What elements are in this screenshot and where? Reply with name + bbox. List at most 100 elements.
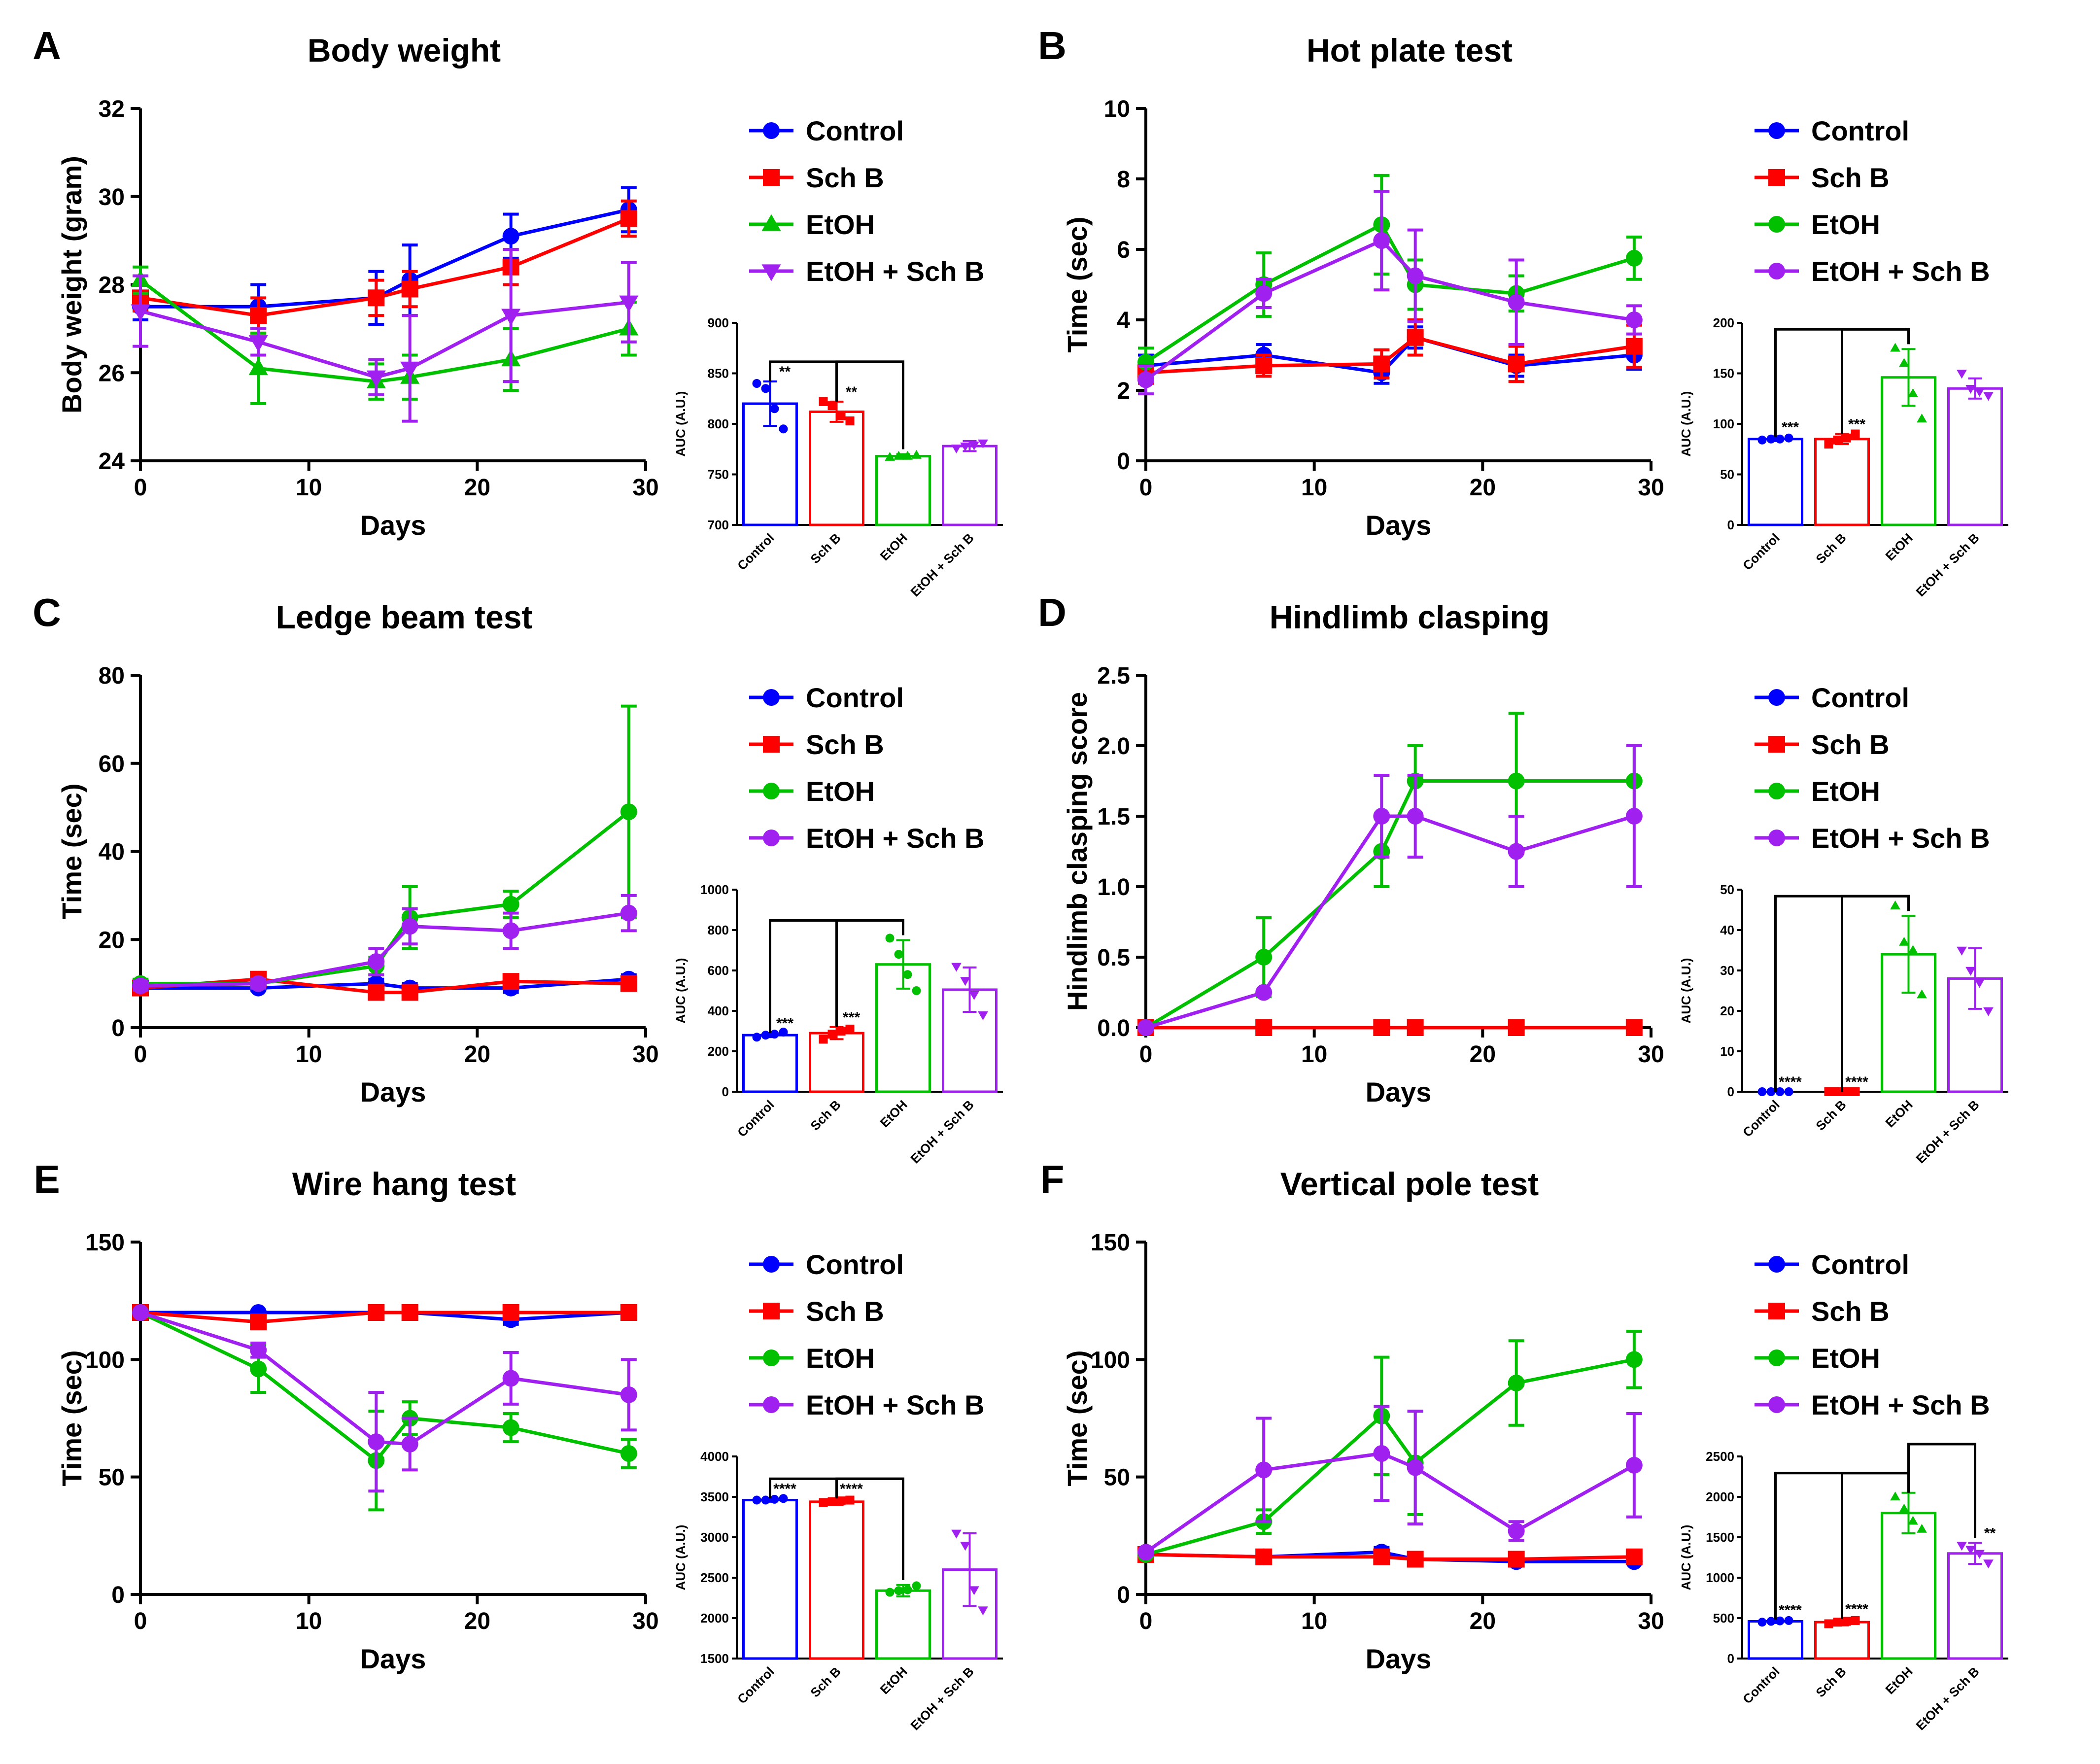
data-point	[1625, 808, 1643, 825]
data-point	[1625, 1019, 1643, 1036]
auc-y-tick-label: 0	[1727, 1084, 1734, 1099]
panel-letter: D	[1038, 590, 1067, 634]
auc-scatter-point	[1842, 433, 1851, 443]
significance-label: **	[1984, 1525, 1996, 1541]
auc-y-tick-label: 4000	[700, 1449, 729, 1464]
auc-y-axis-label: AUC (A.U.)	[673, 1525, 688, 1591]
data-point	[1373, 1548, 1390, 1565]
data-point	[1137, 1019, 1154, 1036]
series-line	[140, 1311, 629, 1324]
auc-scatter-point	[770, 404, 779, 414]
y-tick-label: 26	[99, 360, 125, 386]
y-tick-label: 100	[1091, 1347, 1130, 1373]
legend-marker	[763, 830, 780, 846]
series-line	[1144, 1452, 1635, 1554]
data-point	[620, 1445, 637, 1462]
legend-label: Control	[1811, 115, 1909, 146]
series-line	[140, 977, 629, 990]
auc-y-tick-label: 750	[708, 467, 729, 482]
data-point	[1255, 285, 1273, 302]
auc-x-tick-label: EtOH	[877, 1664, 910, 1697]
auc-x-tick-label: Control	[734, 530, 777, 573]
auc-x-tick-label: Control	[734, 1664, 777, 1707]
auc-bar	[809, 1032, 864, 1093]
auc-x-tick-label: EtOH + Sch B	[1913, 1664, 1982, 1733]
auc-y-tick-label: 2000	[700, 1611, 729, 1626]
auc-x-tick-label: EtOH + Sch B	[1913, 530, 1982, 599]
legend-label: Sch B	[1811, 162, 1890, 193]
auc-y-tick-label: 400	[708, 1003, 729, 1018]
auc-scatter-point	[960, 977, 970, 986]
auc-scatter-point	[1833, 1087, 1842, 1096]
panel-d: D Hindlimb clasping 0.0 0.5 1.0 1.5 2.0 2.5 0 10 2…	[1038, 590, 2008, 1166]
series-line	[1145, 814, 1635, 1030]
x-axis-label: Days	[360, 510, 426, 541]
auc-x-tick-label: EtOH	[877, 530, 910, 563]
x-tick-label: 30	[632, 1608, 658, 1634]
series-etoh	[131, 265, 639, 405]
series-line	[140, 911, 629, 988]
auc-scatter-point	[1957, 370, 1967, 379]
auc-scatter-point	[1890, 900, 1900, 909]
data-point	[620, 210, 637, 227]
auc-y-tick-label: 100	[1713, 416, 1734, 431]
data-point	[401, 1304, 418, 1321]
x-tick-label: 0	[1139, 1041, 1153, 1068]
series-line	[140, 300, 629, 379]
data-point	[1407, 808, 1424, 825]
legend-label: EtOH + Sch B	[806, 1389, 985, 1420]
auc-y-tick-label: 0	[1727, 518, 1734, 532]
auc-scatter-point	[1917, 413, 1927, 422]
x-tick-label: 20	[1470, 475, 1496, 501]
auc-y-tick-label: 20	[1720, 1003, 1734, 1018]
auc-y-tick-label: 1000	[700, 882, 729, 897]
data-point	[250, 975, 267, 992]
data-point	[368, 953, 385, 970]
data-point	[368, 1304, 385, 1321]
significance-bracket	[835, 919, 904, 1027]
auc-scatter-point	[1842, 1087, 1851, 1096]
data-point	[1373, 355, 1390, 373]
y-tick-label: 10	[1104, 96, 1130, 122]
auc-scatter-point	[836, 1027, 846, 1036]
y-tick-label: 1.5	[1097, 804, 1130, 830]
x-tick-label: 0	[134, 1041, 147, 1068]
y-tick-label: 50	[1104, 1465, 1130, 1491]
auc-y-tick-label: 2000	[1706, 1489, 1734, 1504]
auc-y-axis-label: AUC (A.U.)	[1679, 391, 1693, 457]
significance-label: ****	[1845, 1074, 1868, 1090]
auc-scatter-point	[1833, 435, 1842, 445]
auc-scatter-point	[894, 950, 903, 959]
auc-scatter-point	[1899, 358, 1909, 367]
panel-letter: C	[33, 590, 61, 634]
auc-y-tick-label: 50	[1720, 882, 1734, 897]
series-line	[139, 1311, 629, 1463]
legend-marker	[763, 1256, 780, 1273]
data-point	[502, 973, 519, 990]
y-tick-label: 0.0	[1097, 1015, 1130, 1041]
auc-scatter-point	[1851, 1616, 1860, 1625]
auc-scatter-point	[845, 416, 855, 425]
auc-y-tick-label: 2500	[1706, 1449, 1734, 1464]
auc-y-tick-label: 30	[1720, 963, 1734, 978]
auc-scatter-point	[912, 986, 921, 995]
y-axis-label: Time (sec)	[56, 1350, 87, 1487]
auc-scatter-point	[978, 439, 988, 449]
data-point	[1255, 949, 1273, 966]
data-point	[368, 1433, 385, 1451]
chart-title: Hot plate test	[1307, 32, 1513, 69]
chart-title: Vertical pole test	[1280, 1166, 1539, 1202]
panel-letter: A	[33, 24, 61, 68]
auc-inset: 0 50 100 150 200 AUC (A.U.) Control *** Sch B ***…	[1679, 315, 2008, 599]
y-tick-label: 28	[99, 273, 125, 299]
auc-scatter-point	[1766, 1617, 1776, 1626]
auc-scatter-point	[1890, 1491, 1900, 1501]
auc-scatter-point	[845, 1024, 855, 1034]
chart-title: Ledge beam test	[276, 599, 533, 635]
auc-x-tick-label: Control	[1740, 1664, 1783, 1707]
data-point	[1625, 1351, 1643, 1368]
auc-scatter-point	[779, 1494, 788, 1503]
y-tick-label: 0	[111, 1015, 125, 1041]
panel-letter: B	[1038, 24, 1067, 68]
